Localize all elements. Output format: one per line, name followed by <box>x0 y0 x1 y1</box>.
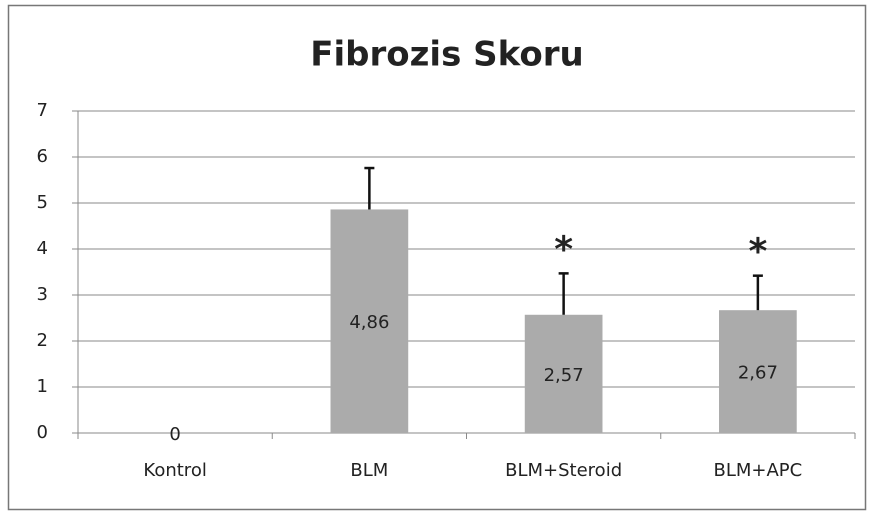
y-tick-label: 7 <box>37 100 48 121</box>
y-tick-label: 2 <box>37 330 48 351</box>
x-tick-label: BLM+APC <box>714 460 803 481</box>
x-tick-label: BLM <box>350 460 388 481</box>
y-tick-label: 6 <box>37 146 48 167</box>
bar <box>330 209 409 433</box>
data-label: 2,67 <box>738 363 778 384</box>
x-tick-label: BLM+Steroid <box>505 460 622 481</box>
y-tick-label: 3 <box>37 284 48 305</box>
x-tick-label: Kontrol <box>143 460 206 481</box>
data-label: 4,86 <box>349 312 389 333</box>
chart-title: Fibrozis Skoru <box>310 35 583 75</box>
annotation: * <box>748 232 767 273</box>
chart-frame <box>7 4 867 511</box>
bar <box>719 310 797 433</box>
bar <box>524 314 603 433</box>
data-label: 0 <box>169 424 180 445</box>
y-tick-label: 4 <box>37 238 48 259</box>
data-label: 2,57 <box>544 365 584 386</box>
y-tick-label: 0 <box>37 422 48 443</box>
y-tick-label: 1 <box>37 376 48 397</box>
y-tick-label: 5 <box>37 192 48 213</box>
annotation: * <box>554 229 573 270</box>
